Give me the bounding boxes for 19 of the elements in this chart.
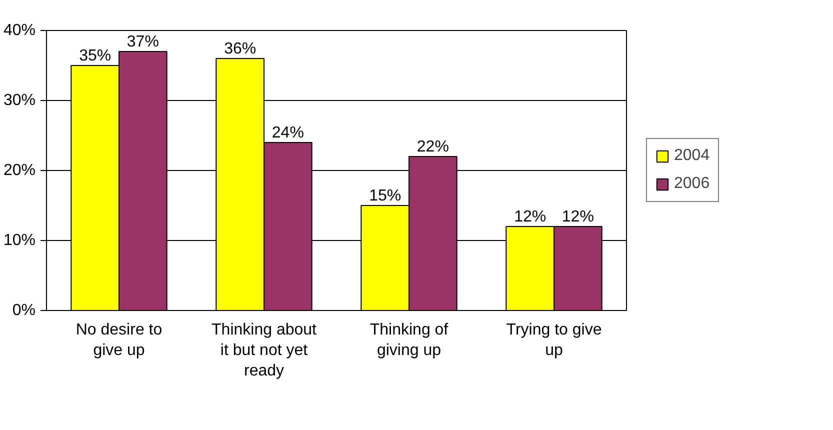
data-label: 24% (272, 124, 304, 142)
legend-label: 2006 (674, 175, 710, 193)
data-label: 36% (224, 40, 256, 58)
x-tick-label: Trying to give up (506, 322, 602, 359)
x-tick-label: No desire to give up (76, 322, 162, 359)
y-tick-label: 20% (3, 162, 36, 179)
data-label: 37% (126, 34, 159, 50)
data-label: 12% (514, 208, 546, 226)
y-tick-label: 40% (3, 22, 36, 39)
legend-label: 2004 (674, 147, 710, 165)
y-tick-label: 30% (3, 92, 36, 109)
x-tick-label: Thinking of giving up (370, 322, 449, 359)
x-tick-label: Thinking about it but not yet ready (212, 322, 318, 380)
data-label: 15% (369, 188, 402, 204)
y-tick-label: 0% (12, 302, 36, 319)
y-tick-label: 10% (3, 232, 36, 249)
data-label: 12% (562, 208, 594, 226)
data-label: 35% (79, 48, 112, 64)
data-label: 22% (416, 138, 449, 156)
